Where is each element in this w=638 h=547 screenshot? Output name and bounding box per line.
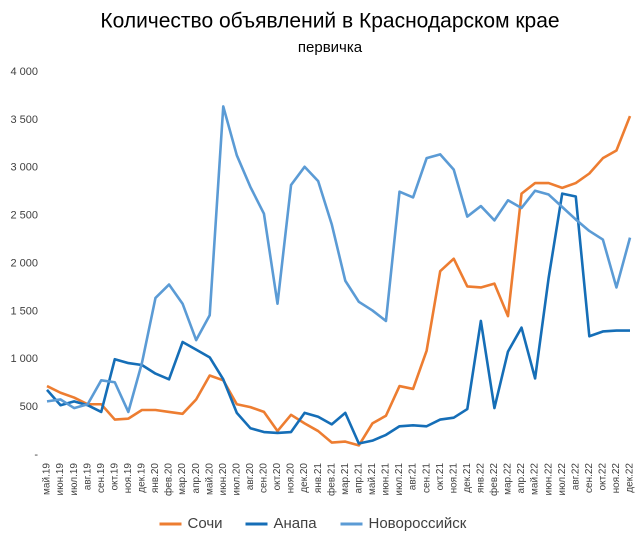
- x-tick-label: сен.21: [421, 463, 432, 493]
- x-tick-label: май.22: [530, 463, 541, 495]
- x-tick-label: июл.21: [394, 463, 405, 496]
- x-tick-label: янв.21: [313, 463, 324, 494]
- series-line: [46, 192, 630, 445]
- x-tick-label: июн.19: [55, 463, 66, 496]
- x-tick-label: фев.22: [488, 463, 500, 496]
- legend-label: Новороссийск: [369, 515, 467, 532]
- x-tick-label: окт.22: [598, 463, 609, 491]
- x-tick-label: сен.22: [584, 463, 595, 493]
- x-tick-label: сен.20: [259, 463, 270, 493]
- x-tick-label: ноя.21: [448, 463, 459, 494]
- x-tick-label: апр.21: [353, 463, 364, 494]
- x-tick-label: июн.20: [218, 463, 229, 496]
- series-line: [46, 115, 632, 447]
- y-tick-label: 1 500: [10, 305, 38, 317]
- x-tick-label: фев.20: [163, 463, 175, 496]
- x-tick-label: фев.21: [325, 463, 337, 496]
- x-tick-label: авг.22: [570, 463, 581, 491]
- x-tick-label: июн.21: [381, 463, 392, 496]
- x-tick-label: июл.20: [231, 463, 242, 496]
- x-tick-label: ноя.19: [123, 463, 134, 494]
- x-tick-label: июл.19: [69, 463, 80, 496]
- series-line: [46, 105, 632, 414]
- x-tick-label: окт.20: [272, 463, 283, 491]
- x-tick-label: июн.22: [543, 463, 554, 496]
- x-tick-label: дек.20: [299, 463, 310, 493]
- x-tick-label: янв.20: [150, 463, 161, 494]
- x-tick-label: май.21: [367, 463, 378, 495]
- x-tick-label: дек.21: [462, 463, 473, 493]
- x-tick-label: мар.22: [503, 463, 514, 495]
- x-tick-label: авг.19: [82, 463, 93, 491]
- x-tick-label: апр.20: [191, 463, 202, 494]
- x-tick-label: окт.21: [435, 463, 446, 491]
- x-tick-label: май.20: [204, 463, 215, 495]
- x-tick-label: май.19: [42, 463, 53, 495]
- x-tick-label: мар.20: [177, 463, 188, 495]
- y-tick-label: 3 500: [10, 114, 38, 126]
- x-tick-label: дек.19: [137, 463, 148, 493]
- x-tick-label: ноя.22: [611, 463, 622, 494]
- chart-subtitle: первичка: [298, 39, 363, 56]
- x-tick-label: июл.22: [557, 463, 568, 496]
- x-tick-label: апр.22: [516, 463, 527, 494]
- x-tick-label: дек.22: [625, 463, 636, 493]
- y-tick-label: 3 000: [10, 162, 38, 174]
- x-tick-label: сен.19: [96, 463, 107, 493]
- x-tick-label: окт.19: [109, 463, 120, 491]
- y-tick-label: -: [34, 449, 38, 461]
- y-tick-label: 1 000: [10, 353, 38, 365]
- x-tick-label: авг.21: [408, 463, 419, 491]
- x-tick-label: мар.21: [340, 463, 351, 495]
- x-tick-label: ноя.20: [286, 463, 297, 494]
- x-tick-label: янв.22: [476, 463, 487, 494]
- y-tick-label: 2 500: [10, 210, 38, 222]
- y-tick-label: 2 000: [10, 257, 38, 269]
- legend-label: Сочи: [188, 515, 223, 532]
- y-tick-label: 4 000: [10, 66, 38, 78]
- legend-label: Анапа: [274, 515, 318, 532]
- x-tick-label: авг.20: [245, 463, 256, 491]
- chart-title: Количество объявлений в Краснодарском кр…: [100, 10, 559, 33]
- y-tick-label: 500: [20, 401, 38, 413]
